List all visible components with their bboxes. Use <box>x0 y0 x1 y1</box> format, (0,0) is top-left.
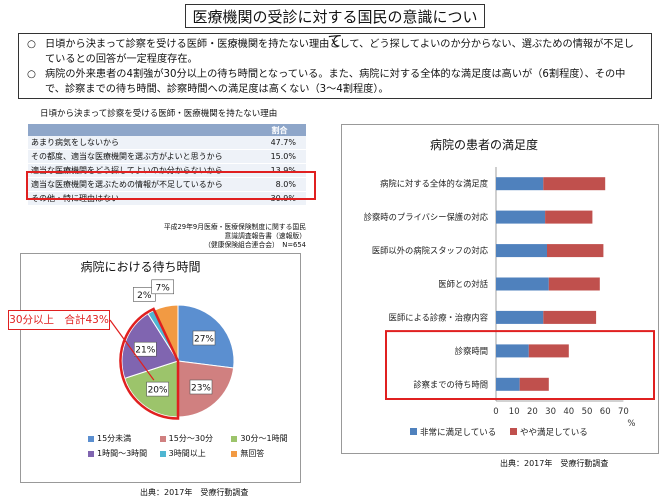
legend-item: 15分～30分 <box>159 433 232 444</box>
row-value: 8.0% <box>253 177 306 192</box>
row-value: 15.0% <box>253 149 306 164</box>
summary-item: ○ 日頃から決まって診察を受ける医師・医療機関を持たない理由として、どう探してよ… <box>27 37 643 67</box>
legend-swatch <box>88 450 94 457</box>
legend-label: 3時間以上 <box>168 449 206 458</box>
legend-label: 15分～30分 <box>168 434 214 443</box>
table-row: あまり病気をしないから 47.7% <box>28 136 306 150</box>
table-highlight-box <box>26 171 316 200</box>
legend-item: 15分未満 <box>88 433 160 444</box>
legend-swatch <box>159 450 166 457</box>
row-label: 適当な医療機関をどう探してよいのか分からないから <box>28 163 253 178</box>
bar-title: 病院の患者の満足度 <box>430 138 539 152</box>
row-label: その都度、適当な医療機関を選ぶ方がよいと思うから <box>28 149 253 164</box>
summary-text: 病院の外来患者の4割強が30分以上の待ち時間となっている。また、病院に対する全体… <box>45 69 626 95</box>
legend-item: 1時間～3時間 <box>88 448 160 459</box>
table-title: 日頃から決まって診察を受ける医師・医療機関を持たない理由 <box>40 109 278 119</box>
source-line: （健康保険組合連合会） N=654 <box>204 241 306 249</box>
legend-item: 30分～1時間 <box>231 433 303 444</box>
bar-source: 出典：2017年 受療行動調査 <box>500 459 609 468</box>
legend-swatch <box>159 435 166 442</box>
legend-item: 無回答 <box>231 448 303 459</box>
pie-legend: 15分未満 15分～30分 30分～1時間 1時間～3時間 3時間以上 無回答 <box>88 431 303 461</box>
summary-item: ○ 病院の外来患者の4割強が30分以上の待ち時間となっている。また、病院に対する… <box>27 67 643 97</box>
row-value: 47.7% <box>253 136 306 150</box>
page-title: 医療機関の受診に対する国民の意識について <box>185 4 485 50</box>
table-header-value: 割合 <box>253 124 306 136</box>
table-header-label <box>28 124 253 136</box>
legend-swatch <box>88 435 94 442</box>
table-source: 平成29年9月医療・医療保険制度に関する国民意識調査報告書（速報版） （健康保険… <box>160 223 306 250</box>
legend-swatch <box>231 450 238 457</box>
pie-panel <box>20 253 301 483</box>
table-header-row: 割合 <box>28 124 306 136</box>
row-value: 13.9% <box>253 163 306 178</box>
source-line: 平成29年9月医療・医療保険制度に関する国民意識調査報告書（速報版） <box>163 223 306 240</box>
table-row: 適当な医療機関をどう探してよいのか分からないから 13.9% <box>28 163 306 178</box>
row-label: あまり病気をしないから <box>28 136 253 150</box>
bar-panel <box>341 124 659 454</box>
table-row: 適当な医療機関を選ぶための情報が不足しているから 8.0% <box>28 177 306 192</box>
pie-callout: 30分以上 合計43% <box>8 310 110 330</box>
summary-text: 日頃から決まって診察を受ける医師・医療機関を持たない理由として、どう探してよいの… <box>45 39 634 65</box>
legend-label: 30分～1時間 <box>240 434 288 443</box>
bullet-mark: ○ <box>27 39 36 50</box>
bullet-mark: ○ <box>27 69 36 80</box>
legend-label: 無回答 <box>240 449 265 458</box>
legend-swatch <box>231 435 238 442</box>
table-row: その都度、適当な医療機関を選ぶ方がよいと思うから 15.0% <box>28 149 306 164</box>
legend-item: 3時間以上 <box>159 448 232 459</box>
legend-label: 15分未満 <box>97 434 132 443</box>
pie-source: 出典：2017年 受療行動調査 <box>140 488 249 497</box>
pie-title: 病院における待ち時間 <box>80 260 201 274</box>
row-label: 適当な医療機関を選ぶための情報が不足しているから <box>28 177 253 192</box>
legend-label: 1時間～3時間 <box>97 449 148 458</box>
summary-box: ○ 日頃から決まって診察を受ける医師・医療機関を持たない理由として、どう探してよ… <box>18 33 652 99</box>
